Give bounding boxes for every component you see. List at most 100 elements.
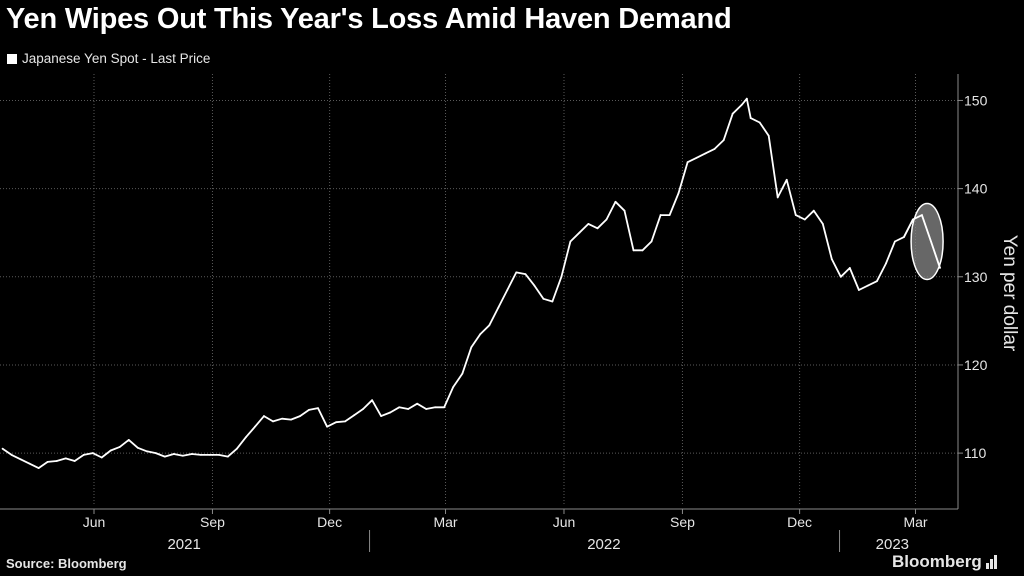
data-point [136,446,139,449]
data-point [569,240,572,243]
x-tick-label: Sep [670,514,695,530]
highlight-ellipse [910,202,944,281]
axes: 110 120 130 140 150 Jun Sep Dec Mar Jun Sep Dec Mar 2… [0,74,988,553]
data-point [1,447,4,450]
data-point [37,467,40,469]
data-point [416,402,419,405]
legend-label: Japanese Yen Spot - Last Price [22,51,211,66]
data-point [848,267,851,269]
data-point [830,258,833,261]
data-point [713,148,716,150]
x-tick-label: Jun [553,514,576,530]
legend-swatch [7,53,17,64]
x-tick-label: Dec [787,514,812,530]
data-point [767,134,770,137]
y-tick-label: 150 [964,92,988,108]
gridlines [0,74,958,506]
source-note: Source: Bloomberg [6,556,127,571]
data-point [398,406,401,409]
data-point [290,418,292,421]
data-point [668,214,671,216]
y-tick-label: 110 [964,445,987,461]
data-point [227,455,229,458]
bloomberg-logo: Bloomberg [892,552,998,572]
data-point [596,227,599,230]
data-point [245,436,247,439]
data-point [758,121,761,124]
data-point [515,271,518,274]
data-point [749,117,752,119]
data-point [299,415,301,417]
data-point [236,447,238,450]
legend: Japanese Yen Spot - Last Price [7,51,210,66]
data-point [443,406,446,409]
data-point [64,457,67,460]
data-point [587,222,590,225]
data-point [776,196,779,199]
y-tick-label: 130 [964,269,988,285]
data-point [154,452,157,455]
x-tick-label: Dec [317,514,342,530]
brand-name: Bloomberg [892,552,982,571]
data-point [821,222,824,225]
bar-chart-icon [985,555,998,569]
data-point [488,324,491,327]
data-point [686,161,689,164]
data-point [812,209,815,212]
data-point [145,450,148,453]
data-point [109,449,112,452]
data-point [722,139,725,142]
data-point [55,460,58,462]
highlight-group [903,202,944,281]
data-point [199,453,202,456]
data-point [650,240,653,243]
data-point [272,420,274,423]
data-point [407,408,410,410]
y-axis-label: Yen per dollar [999,234,1020,352]
data-point [551,300,554,303]
data-point [163,455,166,458]
data-point [785,178,788,181]
data-point [533,284,536,287]
data-point [380,415,383,417]
data-point [578,231,581,234]
data-point [317,407,319,410]
data-point [875,280,878,283]
data-point [344,420,346,423]
x-tick-label: Mar [433,514,457,530]
data-point [335,421,337,424]
data-point [461,372,464,375]
data-point [263,415,265,417]
data-point [181,454,184,457]
data-point [623,209,626,212]
data-point [731,112,734,115]
data-point [46,461,49,463]
data-point [479,333,482,335]
data-point [677,192,680,194]
data-point [695,156,698,159]
data-point [91,452,94,455]
data-point [506,289,509,291]
data-point [497,306,500,309]
y-tick-label: 120 [964,357,988,373]
data-point [73,460,76,462]
data-point [371,399,374,402]
year-label: 2022 [587,536,620,553]
data-point [659,214,662,216]
data-point [745,97,748,100]
series-group [1,97,941,470]
year-label: 2021 [167,536,200,553]
data-point [704,152,707,155]
x-tick-label: Sep [200,514,225,530]
data-point [866,284,869,287]
x-tick-label: Jun [83,514,106,530]
data-point [353,414,355,417]
data-point [172,453,175,455]
y-tick-label: 140 [964,181,988,197]
data-point [190,453,193,455]
y-axis-label-wrap: Yen per dollar [997,218,1021,368]
data-point [100,456,103,459]
year-label: 2023 [876,536,909,553]
data-point [857,289,860,291]
